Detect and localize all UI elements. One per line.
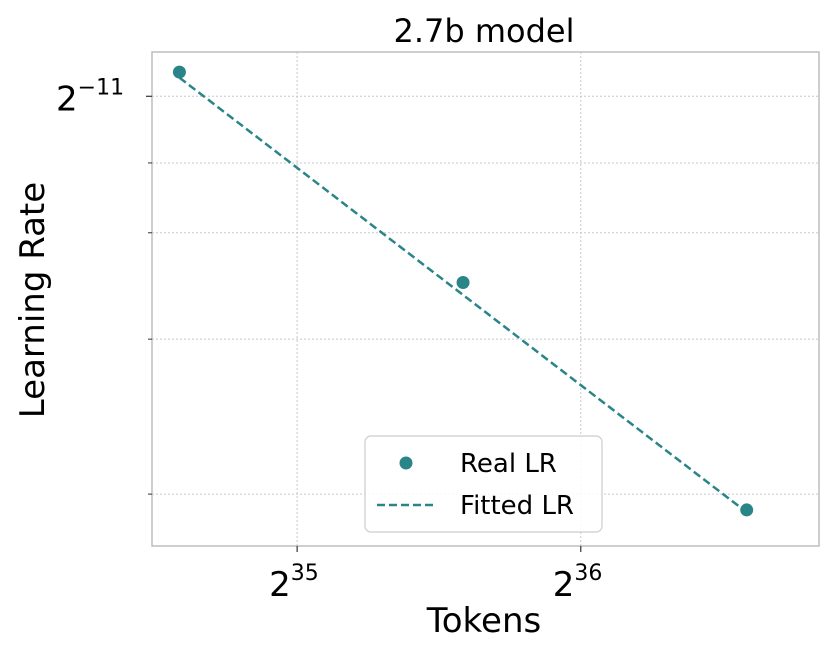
real-lr-point <box>456 276 470 290</box>
x-tick-label: 236 <box>553 561 603 605</box>
plot-frame <box>151 51 820 547</box>
x-axis-label: Tokens <box>426 601 541 641</box>
real-lr-point <box>740 503 754 517</box>
fitted-lr-line <box>178 76 748 514</box>
legend: Real LR Fitted LR <box>364 435 603 533</box>
real-lr-point <box>172 65 186 79</box>
y-tick-label: 2−11 <box>56 75 124 119</box>
plot-series <box>172 65 754 517</box>
axis-ticks: 235 236 2−11 <box>56 75 602 605</box>
y-axis-label: Learning Rate <box>13 182 53 418</box>
chart-title: 2.7b model <box>393 12 574 50</box>
legend-label-real-lr: Real LR <box>460 449 557 479</box>
x-tick-label: 235 <box>269 561 319 605</box>
legend-box <box>364 435 603 533</box>
legend-label-fitted-lr: Fitted LR <box>460 491 574 521</box>
legend-marker-real-lr <box>399 456 413 470</box>
